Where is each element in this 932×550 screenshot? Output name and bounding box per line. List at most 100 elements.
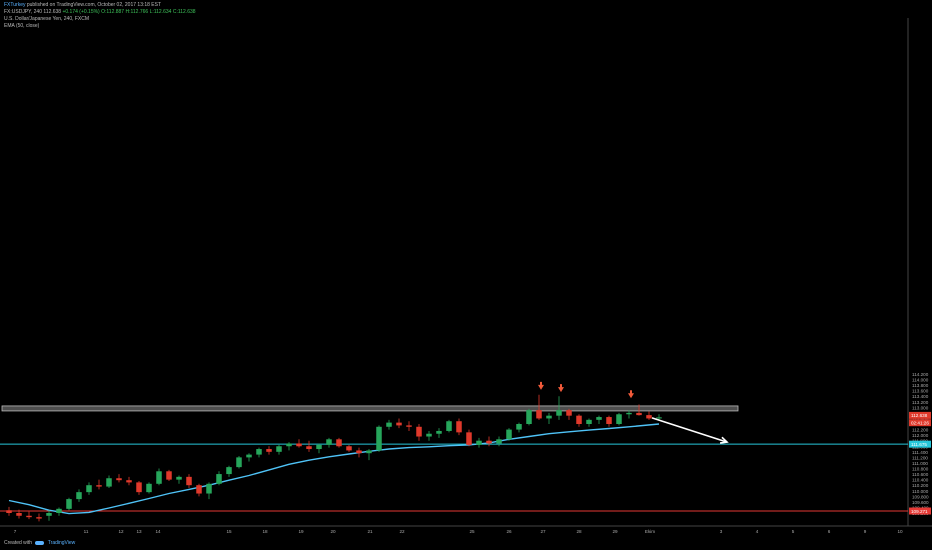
current-price-label: 112.638 [911,413,928,418]
y-tick-label: 113.000 [912,405,929,410]
candle-body [556,410,562,416]
x-tick-label: 4 [756,529,759,534]
peak-marker-icon [558,384,564,393]
symbol-line: FX:USDJPY, 240 112.638 +0.174 (+0.15%) O… [4,9,196,15]
candle-body [486,440,492,444]
candle-body [336,439,342,447]
x-tick-label: 5 [792,529,795,534]
y-tick-label: 111.400 [912,450,928,455]
candle-body [186,476,192,486]
candle-body [286,443,292,447]
price-badge [909,440,931,448]
y-tick-label: 112.600 [912,416,929,421]
y-tick-label: 114.000 [912,378,929,383]
candle-body [566,410,572,416]
publish-line: FXTurkey published on TradingView.com, O… [4,2,161,8]
x-tick-label: 13 [136,529,142,534]
candle-body [376,426,382,451]
candle-body [586,419,592,425]
candle-body [416,426,422,437]
y-tick-label: 112.000 [912,433,929,438]
candle-body [106,478,112,487]
candle-body [116,478,122,481]
x-tick-label: 15 [226,529,232,534]
x-tick-label: 26 [506,529,512,534]
candle-body [656,417,662,419]
x-tick-label: 28 [576,529,582,534]
candle-body [646,415,652,419]
y-tick-label: 110.000 [912,489,929,494]
y-tick-label: 111.000 [912,461,928,466]
candle-body [166,471,172,480]
x-tick-label: 6 [828,529,831,534]
y-tick-label: 113.800 [912,383,929,388]
published-text: published on TradingView.com, October 02… [26,2,162,8]
indicator-legend: EMA (50, close) [4,23,40,29]
candle-body [6,510,12,513]
candle-body [406,425,412,427]
y-tick-label: 110.200 [912,483,929,488]
candle-body [466,432,472,445]
candle-body [86,485,92,493]
last-price: 112.638 [43,9,62,15]
x-tick-label: 27 [540,529,546,534]
y-tick-label: 111.200 [912,455,928,460]
candle-body [496,439,502,444]
price-badge [909,507,931,515]
x-tick-label: 12 [118,529,124,534]
candle-body [306,446,312,450]
x-tick-label: 21 [367,529,373,534]
current-price-badge [909,411,931,419]
price-badge-label: 111.675 [911,442,927,447]
y-tick-label: 109.800 [912,494,929,499]
y-tick-label: 114.200 [912,372,929,377]
candle-body [506,429,512,440]
candle-body [426,433,432,437]
candle-body [76,492,82,500]
instrument-name: U.S. Dollar/Japanese Yen, 240, FXCM [4,16,90,22]
tradingview-brand[interactable]: TradingView [47,540,76,546]
y-tick-label: 110.400 [912,478,929,483]
candle-body [16,513,22,516]
candle-body [536,410,542,419]
projection-arrow [651,417,728,443]
projection-arrow-head [719,436,729,444]
candle-body [476,440,482,445]
candle-body [526,410,532,425]
peak-marker-icon [538,381,544,390]
candle-body [396,422,402,426]
candle-body [56,508,62,513]
candle-body [46,513,52,516]
candle-body [316,444,322,450]
candle-body [636,412,642,416]
resistance-zone [1,405,739,412]
candle-body [36,517,42,519]
candle-body [156,471,162,484]
x-tick-label: 10 [897,529,903,534]
candle-body [236,457,242,468]
publisher-name[interactable]: FXTurkey [4,2,26,8]
ohlc-values: O:112.887 H:112.766 L:112.634 C:112.638 [101,9,196,15]
current-price-label: 02:41:26 [911,420,929,425]
peak-marker-icon [628,390,634,399]
candle-body [176,476,182,480]
candle-body [386,422,392,427]
y-tick-label: 113.400 [912,394,929,399]
y-tick-label: 110.800 [912,467,929,472]
x-tick-label: 20 [330,529,336,534]
candle-body [446,421,452,431]
y-tick-label: 110.600 [912,472,929,477]
candle-body [66,499,72,509]
price-badge-label: 109.271 [911,509,928,514]
x-tick-label: 9 [864,529,867,534]
candle-body [596,417,602,420]
candle-body [346,446,352,451]
candle-body [226,467,232,475]
candle-body [146,483,152,493]
candle-body [366,450,372,454]
candle-body [516,424,522,430]
candle-body [576,415,582,425]
candle-body [276,446,282,452]
tradingview-logo-icon [35,540,45,545]
